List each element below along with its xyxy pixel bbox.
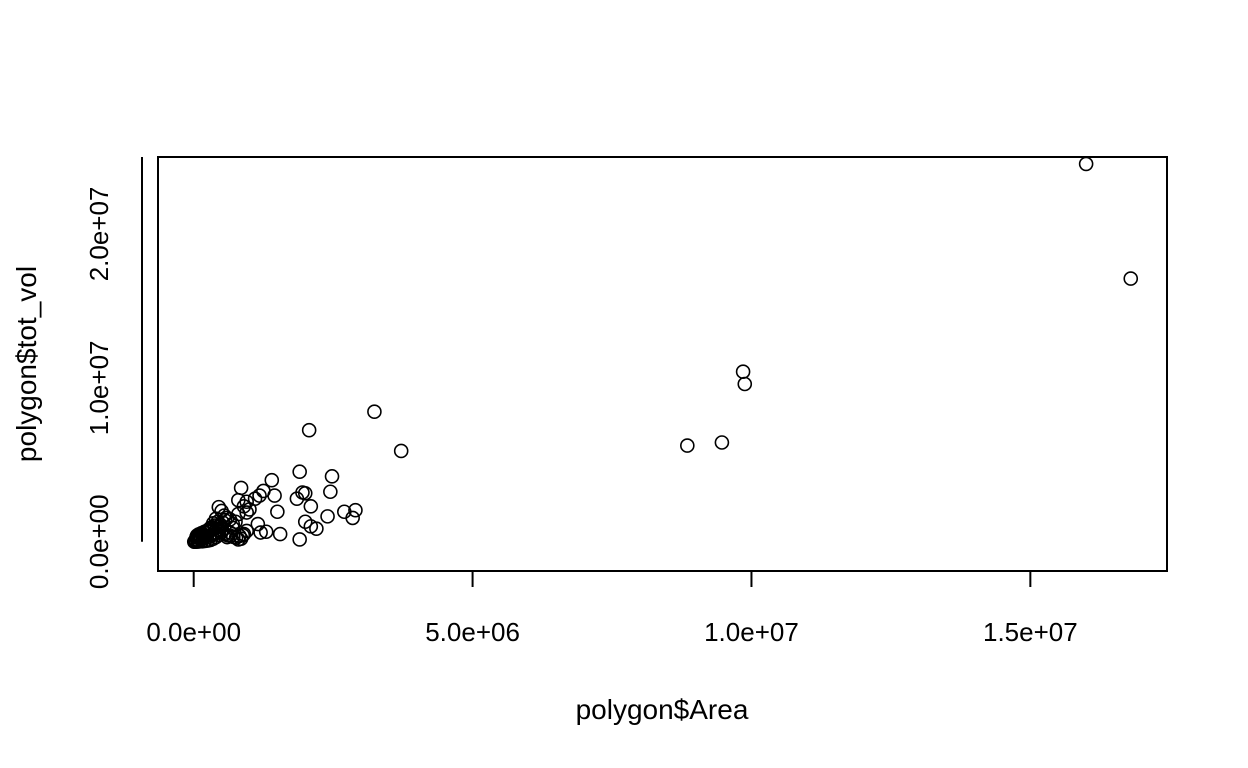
data-point	[258, 524, 274, 540]
x-tick-label: 1.5e+07	[983, 617, 1078, 647]
data-point	[253, 525, 268, 540]
data-point	[320, 509, 335, 524]
y-tick-label: 1.0e+07	[84, 340, 114, 435]
y-axis: 0.0e+00 1.0e+07 2.0e+07	[84, 157, 143, 589]
data-point	[198, 528, 213, 544]
data-point	[272, 526, 288, 542]
data-point	[292, 464, 307, 480]
data-point	[348, 502, 363, 518]
x-tick-label: 0.0e+00	[146, 617, 241, 647]
data-point	[250, 516, 266, 532]
data-point	[270, 504, 285, 520]
data-point	[289, 491, 305, 506]
data-point	[301, 422, 317, 438]
x-axis-label: polygon$Area	[576, 694, 749, 725]
data-point	[303, 499, 319, 514]
data-point	[189, 528, 205, 543]
data-point	[367, 404, 382, 420]
x-axis: 0.0e+00 5.0e+06 1.0e+07 1.5e+07	[146, 570, 1078, 647]
data-point	[1078, 156, 1094, 172]
data-point	[323, 484, 338, 500]
data-point	[264, 472, 280, 488]
x-tick-label: 5.0e+06	[425, 617, 520, 647]
data-point	[239, 494, 254, 510]
data-point	[292, 532, 307, 547]
data-point	[252, 488, 267, 503]
data-point	[210, 514, 225, 530]
y-tick-label: 0.0e+00	[84, 494, 114, 589]
data-point	[324, 469, 340, 484]
data-point	[345, 510, 360, 526]
x-tick-label: 1.0e+07	[704, 617, 799, 647]
data-point	[267, 488, 282, 503]
data-point	[207, 518, 223, 533]
y-tick-label: 2.0e+07	[84, 187, 114, 282]
data-point	[297, 514, 313, 530]
data-point	[737, 376, 753, 392]
plot-frame	[157, 156, 1168, 572]
data-point	[297, 485, 313, 501]
data-point	[714, 435, 730, 450]
data-point	[680, 438, 695, 453]
data-point	[235, 527, 251, 543]
data-points	[186, 156, 1139, 550]
data-point	[393, 443, 409, 459]
y-axis-label: polygon$tot_vol	[11, 266, 42, 462]
data-point	[1123, 271, 1139, 286]
data-point	[735, 364, 751, 379]
data-point	[239, 523, 254, 539]
data-point	[233, 480, 249, 496]
